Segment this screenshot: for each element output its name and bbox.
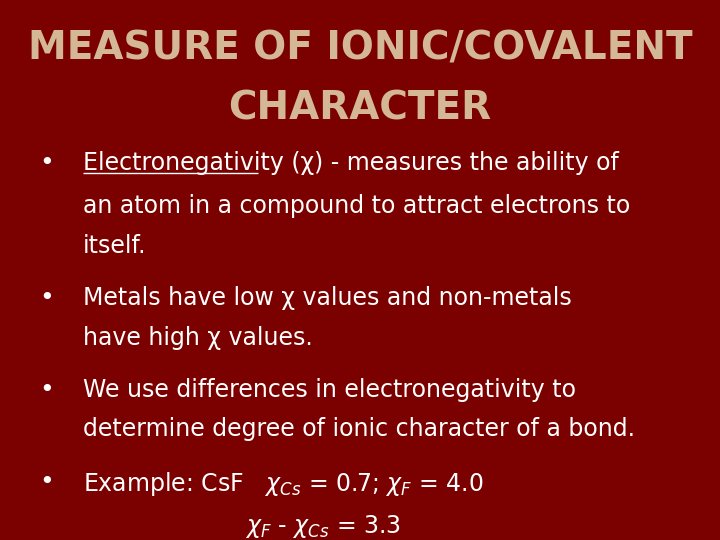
Text: We use differences in electronegativity to: We use differences in electronegativity … xyxy=(83,378,576,402)
Text: •: • xyxy=(40,151,54,175)
Text: •: • xyxy=(40,378,54,402)
Text: have high χ values.: have high χ values. xyxy=(83,326,312,349)
Text: •: • xyxy=(40,286,54,310)
Text: an atom in a compound to attract electrons to: an atom in a compound to attract electro… xyxy=(83,194,630,218)
Text: MEASURE OF IONIC/COVALENT: MEASURE OF IONIC/COVALENT xyxy=(27,30,693,68)
Text: Example: CsF   $\chi_{Cs}$ = 0.7; $\chi_{F}$ = 4.0: Example: CsF $\chi_{Cs}$ = 0.7; $\chi_{F… xyxy=(83,470,483,498)
Text: •: • xyxy=(40,470,54,494)
Text: itself.: itself. xyxy=(83,234,146,258)
Text: determine degree of ionic character of a bond.: determine degree of ionic character of a… xyxy=(83,417,635,441)
Text: Electronegativity (χ) - measures the ability of: Electronegativity (χ) - measures the abi… xyxy=(83,151,618,175)
Text: $\chi_{F}$ - $\chi_{Cs}$ = 3.3: $\chi_{F}$ - $\chi_{Cs}$ = 3.3 xyxy=(245,513,401,540)
Text: Metals have low χ values and non-metals: Metals have low χ values and non-metals xyxy=(83,286,572,310)
Text: CHARACTER: CHARACTER xyxy=(228,89,492,127)
